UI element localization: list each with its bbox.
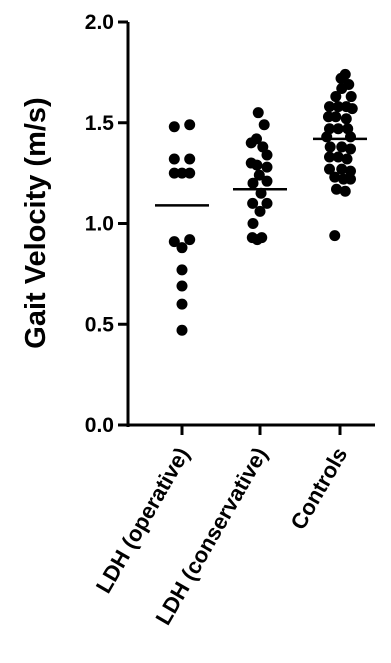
y-tick-label: 0.0	[85, 414, 114, 437]
data-point	[332, 101, 344, 113]
data-point	[330, 91, 342, 103]
data-point	[261, 197, 273, 209]
data-point	[254, 205, 266, 217]
data-point	[176, 324, 188, 336]
data-point	[329, 171, 341, 183]
data-point	[252, 107, 264, 119]
data-point	[339, 185, 351, 197]
data-point	[168, 167, 180, 179]
data-point	[247, 177, 259, 189]
data-point	[247, 197, 259, 209]
data-point	[184, 234, 196, 246]
data-point	[251, 234, 263, 246]
mean-lines	[155, 137, 367, 207]
data-point	[176, 167, 188, 179]
data-point	[331, 183, 342, 195]
data-points	[168, 68, 358, 336]
data-point	[332, 123, 344, 135]
data-point	[258, 119, 270, 131]
y-axis-title: Gait Velocity (m/s)	[20, 97, 52, 348]
data-point	[345, 131, 356, 143]
data-point	[176, 242, 188, 254]
data-point	[251, 133, 262, 145]
data-point	[336, 141, 348, 153]
data-point	[176, 298, 188, 310]
x-tick-labels: LDH (operative)LDH (conservative) Control…	[91, 443, 353, 629]
y-tick-label: 1.5	[85, 112, 115, 135]
data-point	[253, 169, 265, 181]
x-tick-label: Controls	[285, 443, 352, 534]
data-point	[168, 121, 180, 133]
y-tick-label: 0.5	[85, 313, 115, 336]
data-point	[261, 161, 273, 173]
data-point	[324, 101, 335, 113]
data-point	[324, 151, 335, 163]
data-point	[336, 82, 348, 94]
data-point	[251, 159, 263, 171]
y-tick-label: 1.0	[85, 213, 114, 236]
data-point	[335, 72, 347, 84]
chart-axes	[118, 20, 375, 435]
data-point	[261, 175, 273, 187]
data-point	[340, 113, 352, 125]
data-point	[321, 131, 333, 143]
data-point	[329, 230, 341, 242]
data-point	[184, 119, 196, 131]
data-point	[176, 280, 188, 292]
y-tick-labels: 0.0 0.5 1.0 1.5 2.0	[85, 11, 115, 437]
data-point	[336, 163, 348, 175]
y-tick-label: 2.0	[85, 11, 114, 34]
data-point	[346, 103, 358, 115]
data-point	[184, 167, 196, 179]
data-point	[168, 153, 180, 165]
data-point	[345, 165, 356, 177]
data-point	[341, 153, 353, 165]
data-point	[330, 111, 342, 123]
data-point	[345, 173, 356, 185]
data-point	[184, 153, 196, 165]
data-point	[176, 264, 188, 276]
data-point	[332, 151, 344, 163]
data-point	[168, 236, 180, 248]
data-point	[255, 187, 267, 199]
data-point	[261, 149, 273, 161]
data-point	[324, 141, 336, 153]
data-point	[324, 163, 335, 175]
data-point	[247, 218, 259, 229]
data-point	[345, 91, 357, 103]
data-point	[257, 141, 269, 153]
data-point	[345, 143, 356, 155]
